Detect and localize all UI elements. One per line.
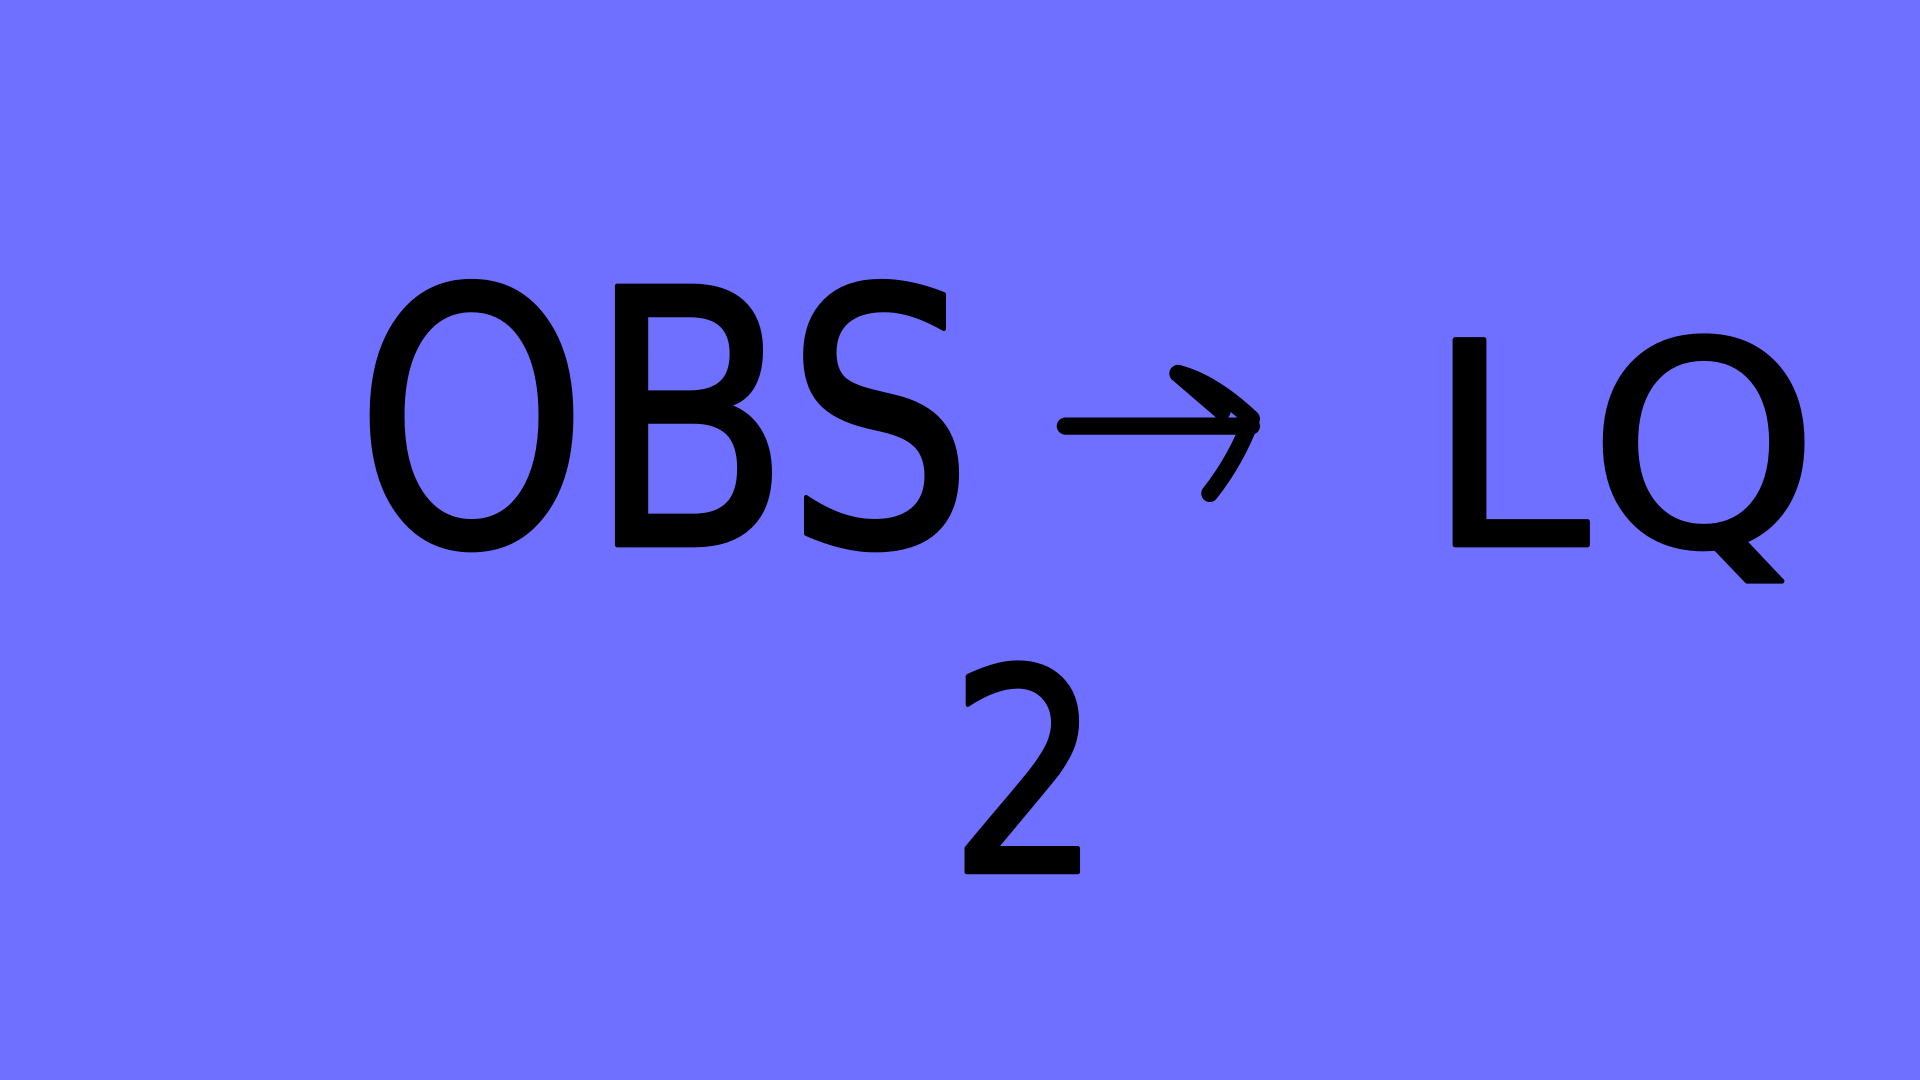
left-word: OBS <box>355 215 973 629</box>
below-number: 2 <box>949 612 1102 939</box>
right-word: LQ <box>1427 285 1819 612</box>
arrow <box>1056 364 1261 503</box>
arrow-head-fill <box>1169 364 1231 420</box>
